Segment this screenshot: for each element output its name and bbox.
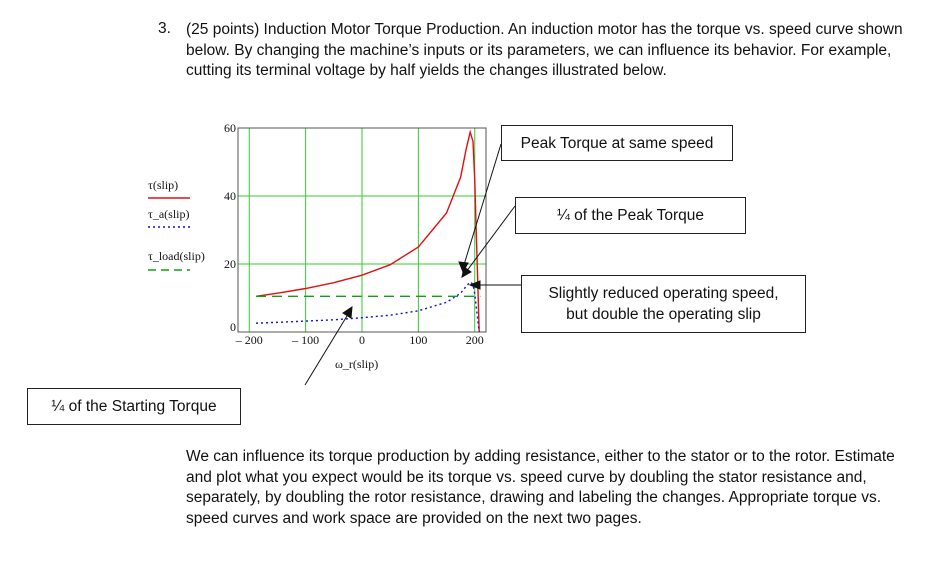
- callout-peak-torque: Peak Torque at same speed: [501, 125, 733, 161]
- y-tick-label: 0: [230, 320, 236, 334]
- pointer-quarter-peak-arrow: [461, 266, 472, 278]
- legend-tau-label: τ(slip): [148, 178, 178, 192]
- question-intro: (25 points) Induction Motor Torque Produ…: [186, 21, 903, 79]
- pointer-quarter-peak: [465, 205, 516, 273]
- callout-quarter-start-text: ¼ of the Starting Torque: [51, 398, 217, 415]
- chart-series: [255, 129, 481, 333]
- pointer-reduced-speed-arrow: [468, 280, 481, 290]
- y-tick-label: 20: [224, 257, 236, 271]
- callout-reduced-speed-line2: but double the operating slip: [566, 306, 761, 323]
- callout-quarter-peak-text: ¼ of the Peak Torque: [556, 207, 705, 224]
- pointer-peak-torque: [462, 143, 502, 269]
- x-axis-label: ω_r(slip): [335, 357, 378, 371]
- x-tick-label: 100: [409, 333, 427, 347]
- legend-tau-a-label: τ_a(slip): [148, 207, 189, 221]
- callout-quarter-start: ¼ of the Starting Torque: [27, 388, 241, 425]
- x-tick-label: 0: [359, 333, 365, 347]
- x-tick-labels: – 200 – 100 0 100 200: [235, 333, 484, 347]
- x-tick-label: – 200: [235, 333, 263, 347]
- y-tick-label: 60: [224, 121, 236, 135]
- callout-peak-torque-text: Peak Torque at same speed: [520, 134, 714, 152]
- question-outro: We can influence its torque production b…: [186, 448, 895, 527]
- callout-quarter-peak: ¼ of the Peak Torque: [515, 197, 746, 234]
- y-tick-label: 40: [224, 189, 236, 203]
- x-tick-label: – 100: [291, 333, 319, 347]
- callout-reduced-speed: Slightly reduced operating speed, but do…: [521, 275, 806, 333]
- chart-grid: [238, 127, 486, 333]
- question-number: 3.: [158, 20, 171, 37]
- series-tau-a-line: [255, 281, 480, 333]
- callout-reduced-speed-line1: Slightly reduced operating speed,: [548, 285, 779, 302]
- series-tau-line: [255, 129, 480, 333]
- legend-tau-load-label: τ_load(slip): [148, 249, 205, 263]
- pointer-quarter-start: [304, 310, 351, 386]
- plot-frame: [237, 127, 487, 333]
- callout-pointers: [304, 143, 523, 386]
- pointer-quarter-start-arrow: [342, 306, 353, 319]
- x-tick-label: 200: [466, 333, 484, 347]
- y-tick-labels: 0 20 40 60: [224, 121, 236, 334]
